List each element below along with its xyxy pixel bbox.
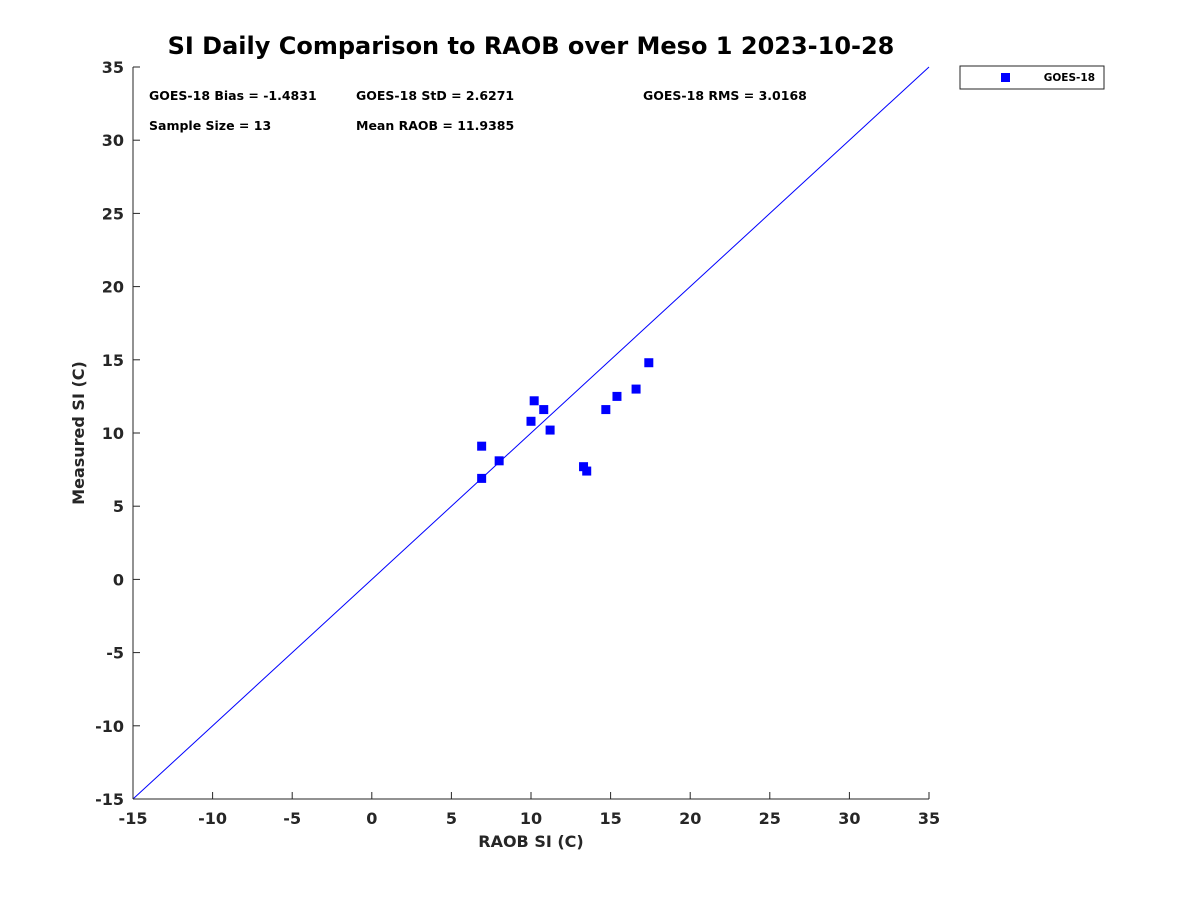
data-point-goes-18-6 [539,405,549,415]
x-tick-label-minus-5: -5 [283,809,301,828]
y-tick-label-minus-15: -15 [95,790,124,809]
sample-size-stat: Sample Size = 13 [149,118,271,133]
data-points [477,358,654,483]
y-tick-label-15: 15 [102,351,124,370]
bias-stat: GOES-18 Bias = -1.4831 [149,88,317,103]
legend-label-goes-18: GOES-18 [1044,72,1095,84]
x-tick-label-minus-15: -15 [119,809,148,828]
y-tick-label-minus-5: -5 [106,644,124,663]
data-point-goes-18-3 [494,456,504,466]
legend-box [959,65,1105,90]
chart-title: SI Daily Comparison to RAOB over Meso 1 … [168,32,895,60]
y-tick-label-0: 0 [113,570,124,589]
data-point-goes-18-13 [644,358,654,368]
data-point-goes-18-11 [612,391,622,401]
stats-annotations: GOES-18 Bias = -1.4831 GOES-18 StD = 2.6… [149,88,807,133]
y-tick-label-10: 10 [102,424,124,443]
x-tick-label-15: 15 [599,809,621,828]
data-point-goes-18-4 [526,416,536,426]
plot-area: -15 -10 -5 0 5 10 15 20 25 30 35 -15 -10 -5 0 5 10 15 20 2… [95,58,940,828]
mean-raob-stat: Mean RAOB = 11.9385 [356,118,514,133]
y-axis-label: Measured SI (C) [69,361,88,505]
x-tick-label-30: 30 [838,809,860,828]
std-stat: GOES-18 StD = 2.6271 [356,88,514,103]
x-tick-label-25: 25 [759,809,781,828]
x-tick-label-0: 0 [366,809,377,828]
y-tick-label-30: 30 [102,131,124,150]
legend: GOES-18 [959,65,1105,90]
y-tick-label-5: 5 [113,497,124,516]
rms-stat: GOES-18 RMS = 3.0168 [643,88,807,103]
x-tick-label-10: 10 [520,809,542,828]
y-tick-label-35: 35 [102,58,124,77]
y-tick-label-20: 20 [102,278,124,297]
x-ticks: -15 -10 -5 0 5 10 15 20 25 30 35 [119,792,940,828]
x-axis-label: RAOB SI (C) [478,832,583,851]
x-tick-label-minus-10: -10 [198,809,227,828]
one-to-one-line [132,66,930,800]
y-ticks: -15 -10 -5 0 5 10 15 20 25 30 35 [95,58,140,809]
legend-marker-goes-18 [1001,73,1010,82]
x-tick-label-20: 20 [679,809,701,828]
data-point-goes-18-5 [529,396,539,406]
data-point-goes-18-9 [582,466,592,476]
y-tick-label-25: 25 [102,204,124,223]
y-tick-label-minus-10: -10 [95,717,124,736]
data-point-goes-18-10 [601,405,611,415]
data-point-goes-18-12 [631,384,641,394]
x-tick-label-5: 5 [446,809,457,828]
data-point-goes-18-1 [477,441,487,451]
x-tick-label-35: 35 [918,809,940,828]
data-point-goes-18-2 [477,473,487,483]
data-point-goes-18-7 [545,425,555,435]
